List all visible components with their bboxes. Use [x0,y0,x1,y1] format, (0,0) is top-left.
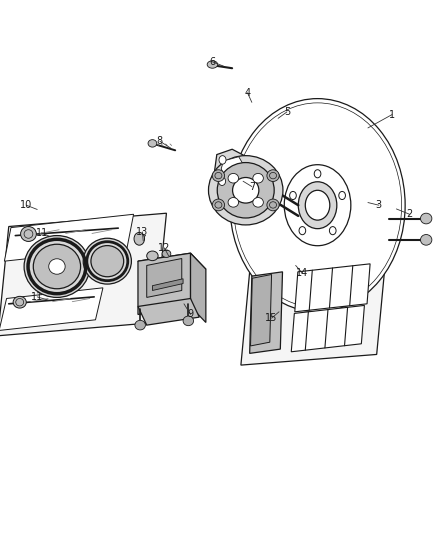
Text: 14: 14 [296,268,308,278]
Ellipse shape [135,320,145,330]
Polygon shape [152,279,183,290]
Ellipse shape [13,296,26,308]
Ellipse shape [147,251,158,261]
Circle shape [305,190,330,220]
Ellipse shape [212,199,225,211]
Ellipse shape [183,316,194,326]
Circle shape [290,191,296,199]
Text: 15: 15 [265,313,278,323]
Polygon shape [191,253,206,322]
Text: 11: 11 [31,292,43,302]
Ellipse shape [21,227,36,241]
Ellipse shape [253,173,263,183]
Circle shape [314,169,321,178]
Ellipse shape [83,238,131,284]
Ellipse shape [267,199,279,211]
Ellipse shape [420,213,432,224]
Circle shape [230,99,405,312]
Ellipse shape [207,61,218,68]
Polygon shape [250,272,283,353]
Polygon shape [215,149,250,195]
Ellipse shape [228,198,239,207]
Text: 6: 6 [209,57,215,67]
Ellipse shape [420,235,432,245]
Ellipse shape [162,250,171,257]
Text: 1: 1 [389,110,395,119]
Text: 3: 3 [376,200,382,210]
Ellipse shape [267,170,279,181]
Text: 7: 7 [249,182,255,191]
Ellipse shape [49,259,65,274]
Ellipse shape [24,236,90,297]
Ellipse shape [33,244,81,289]
Text: 12: 12 [158,243,170,253]
Circle shape [329,227,336,235]
Ellipse shape [148,140,157,147]
Circle shape [298,182,337,229]
Circle shape [299,227,306,235]
Text: 11: 11 [35,228,48,238]
Polygon shape [295,264,370,312]
Circle shape [219,177,226,185]
Text: 5: 5 [284,107,290,117]
Circle shape [134,232,145,245]
Text: 13: 13 [136,227,148,237]
Polygon shape [138,253,191,314]
Polygon shape [241,261,385,365]
Text: 4: 4 [244,88,251,98]
Ellipse shape [228,173,239,183]
Text: 2: 2 [406,209,413,219]
Ellipse shape [253,198,263,207]
Polygon shape [221,157,243,177]
Text: 9: 9 [187,310,194,319]
Ellipse shape [91,246,124,277]
Ellipse shape [217,163,274,218]
Polygon shape [0,213,166,336]
Circle shape [339,191,346,199]
Circle shape [219,156,226,164]
Polygon shape [251,274,272,346]
Text: 10: 10 [20,200,32,210]
Polygon shape [0,288,103,330]
Text: 8: 8 [157,136,163,146]
Ellipse shape [233,177,259,203]
Polygon shape [291,305,364,352]
Polygon shape [4,214,134,261]
Ellipse shape [212,170,225,181]
Ellipse shape [208,156,283,225]
Polygon shape [138,253,206,277]
Polygon shape [138,298,199,325]
Polygon shape [147,259,182,297]
